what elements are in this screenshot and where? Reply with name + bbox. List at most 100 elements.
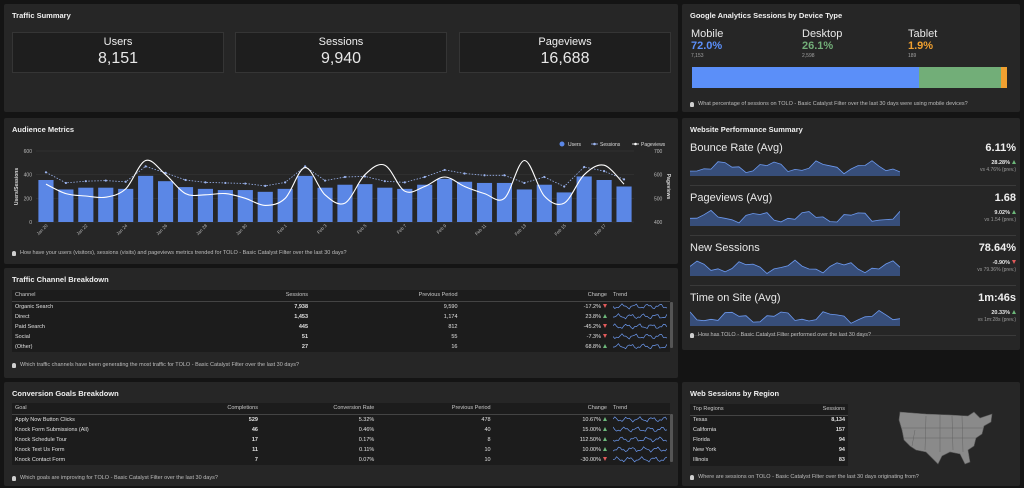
col-previous-period[interactable]: Previous Period [311,290,461,302]
col-sessions[interactable]: Sessions [121,290,312,302]
sessions-point[interactable] [523,181,526,185]
sessions-point[interactable] [284,181,287,184]
sessions-point[interactable] [443,168,446,172]
table-row[interactable]: Florida 94 [690,435,848,445]
users-bar[interactable] [118,188,134,222]
users-bar[interactable] [476,182,493,222]
users-bar[interactable] [138,175,154,222]
users-bar[interactable] [297,175,313,222]
col-previous-period[interactable]: Previous Period [377,403,494,415]
col-conversion-rate[interactable]: Conversion Rate [260,403,378,415]
table-row[interactable]: Apply Now Button Clicks 529 5.32% 478 10.67% [12,414,670,425]
table-row[interactable]: Direct 1,453 1,174 23.8% [12,312,670,322]
users-bar[interactable] [576,176,592,222]
col-completions[interactable]: Completions [151,403,261,415]
device-share-segment-mobile[interactable] [692,67,919,88]
sessions-point[interactable] [264,184,267,188]
sessions-point[interactable] [503,174,506,177]
users-bar[interactable] [157,181,174,222]
sessions-point[interactable] [423,175,426,179]
col-change[interactable]: Change [460,290,610,302]
device-share-segment-tablet[interactable] [1001,67,1007,88]
users-bar[interactable] [58,189,74,222]
col-trend[interactable]: Trend [610,290,670,302]
users-bar[interactable] [197,188,214,222]
users-bar[interactable] [596,179,612,222]
users-bar[interactable] [38,179,54,222]
sessions-point[interactable] [543,175,546,179]
users-bar[interactable] [616,186,632,223]
table-row[interactable]: Knock Contact Form 7 0.07% 10 -30.00% [12,455,670,465]
sessions-point[interactable] [244,182,247,185]
table-row[interactable]: Knock Form Submissions (All) 46 0.46% 40 15.… [12,425,670,435]
col-channel[interactable]: Channel [12,290,122,302]
col-trend[interactable]: Trend [610,403,670,415]
users-bar[interactable] [277,188,293,222]
users-bar[interactable] [257,191,273,222]
users-bar[interactable] [177,187,194,222]
arrow-up-icon [1012,210,1016,214]
legend-item-users[interactable]: Users [559,141,582,149]
users-bar[interactable] [536,184,552,222]
perf-row-pageviews-avg[interactable]: Pageviews (Avg) 1.68 9.02% vs 1.54 (prev.) [690,188,1016,236]
sessions-line[interactable] [45,165,625,187]
sessions-point[interactable] [64,181,67,185]
sessions-point[interactable] [184,178,187,182]
sessions-point[interactable] [104,179,107,182]
sessions-point[interactable] [124,180,127,183]
users-bar[interactable] [437,178,453,222]
perf-row-time-on-site-avg[interactable]: Time on Site (Avg) 1m:46s 20.33% vs 1m:28s … [690,288,1016,336]
sessions-point[interactable] [164,171,167,174]
table-row[interactable]: (Other) 27 16 68.8% [12,342,670,352]
table-row[interactable]: California 157 [690,425,848,435]
table-row[interactable]: New York 94 [690,445,848,455]
table-row[interactable]: Knock Text Us Form 11 0.11% 10 10.00% [12,445,670,455]
conversion-scrollbar[interactable] [670,414,673,462]
sessions-point[interactable] [304,165,307,168]
sessions-point[interactable] [224,181,227,185]
users-bar[interactable] [237,190,253,222]
sessions-point[interactable] [583,165,586,169]
users-bar[interactable] [456,181,473,222]
legend-item-pageviews[interactable]: Pageviews [632,142,666,148]
sessions-point[interactable] [343,175,347,179]
legend-item-sessions[interactable]: Sessions [591,142,621,148]
table-row[interactable]: Organic Search 7,938 9,590 -17.2% [12,301,670,312]
perf-row-bounce-rate-avg[interactable]: Bounce Rate (Avg) 6.11% 28.28% vs 4.76% (pr… [690,138,1016,186]
table-row[interactable]: Texas 8,134 [690,415,848,425]
table-row[interactable]: Social 51 55 -7.3% [12,332,670,342]
table-row[interactable]: Illinois 83 [690,455,848,465]
sessions-point[interactable] [403,181,406,184]
users-bar[interactable] [217,190,233,222]
users-bar[interactable] [516,189,532,222]
users-bar[interactable] [397,188,413,222]
users-bar[interactable] [417,184,433,222]
sessions-point[interactable] [622,178,626,181]
pageviews-line[interactable] [45,159,625,206]
col-sessions[interactable]: Sessions [779,404,848,416]
users-bar[interactable] [98,187,114,222]
sessions-point[interactable] [204,181,207,184]
sessions-point[interactable] [563,185,566,188]
sessions-point[interactable] [144,165,147,168]
traffic-channel-scrollbar[interactable] [670,302,673,348]
sessions-point[interactable] [323,179,327,182]
col-top-regions[interactable]: Top Regions [690,404,780,416]
table-row[interactable]: Paid Search 445 812 -45.2% [12,322,670,332]
users-bar[interactable] [357,184,373,222]
channel-name: Social [15,333,30,340]
table-row[interactable]: Knock Schedule Tour 17 0.17% 8 112.50% [12,435,670,445]
col-goal[interactable]: Goal [12,403,152,415]
users-bar[interactable] [78,187,94,222]
sessions-point[interactable] [463,172,466,175]
sessions-point[interactable] [483,174,486,177]
users-bar[interactable] [317,187,333,222]
sessions-point[interactable] [44,171,48,174]
sessions-point[interactable] [383,180,386,183]
col-change[interactable]: Change [493,403,610,415]
sessions-point[interactable] [603,170,606,173]
perf-row-new-sessions[interactable]: New Sessions 78.64% -0.90% vs 79.36% (prev.… [690,238,1016,286]
users-bar[interactable] [377,187,393,222]
sessions-point[interactable] [84,180,87,183]
device-share-segment-desktop[interactable] [918,67,1001,88]
